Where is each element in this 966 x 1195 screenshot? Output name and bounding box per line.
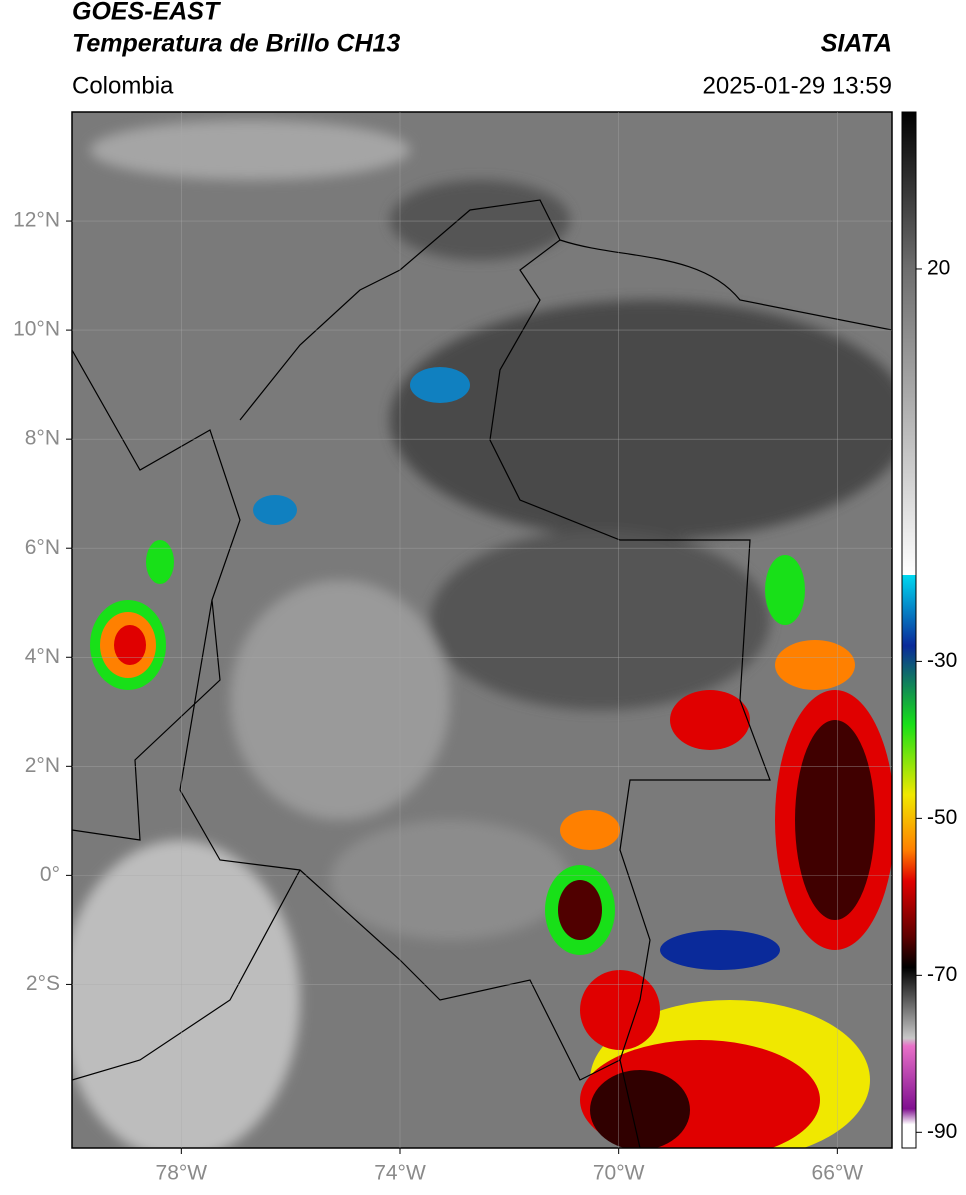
region: Colombia xyxy=(72,72,174,99)
colorbar-tick-label: -50 xyxy=(927,806,957,829)
satellite-image xyxy=(72,112,892,1148)
subtitle: Temperatura de Brillo CH13 xyxy=(72,30,400,58)
colorbar-tick-label: -70 xyxy=(927,963,957,986)
borders xyxy=(72,199,892,1148)
y-tick-label: 6°N xyxy=(25,536,60,559)
x-tick-label: 74°W xyxy=(374,1162,426,1185)
colorbar-tick-label: 20 xyxy=(927,257,950,280)
convection xyxy=(90,367,892,1148)
y-tick-label: 12°N xyxy=(13,209,60,232)
y-tick-label: 4°N xyxy=(25,645,60,668)
x-tick-label: 70°W xyxy=(593,1162,645,1185)
y-tick-label: 0° xyxy=(40,863,60,886)
timestamp: 2025-01-29 13:59 xyxy=(703,72,893,99)
y-tick-label: 8°N xyxy=(25,427,60,450)
colorbar-tick-label: -30 xyxy=(927,649,957,672)
y-tick-label: 10°N xyxy=(13,318,60,341)
map-frame xyxy=(71,111,893,1149)
x-tick-label: 66°W xyxy=(812,1162,864,1185)
colorbar xyxy=(901,111,917,1149)
cloud-texture xyxy=(72,120,892,1148)
title: GOES-EAST xyxy=(72,0,222,26)
x-tick-label: 78°W xyxy=(156,1162,208,1185)
y-tick-label: 2°S xyxy=(26,972,60,995)
source: SIATA xyxy=(821,30,892,58)
colorbar-tick-label: -90 xyxy=(927,1120,957,1143)
y-tick-label: 2°N xyxy=(25,754,60,777)
